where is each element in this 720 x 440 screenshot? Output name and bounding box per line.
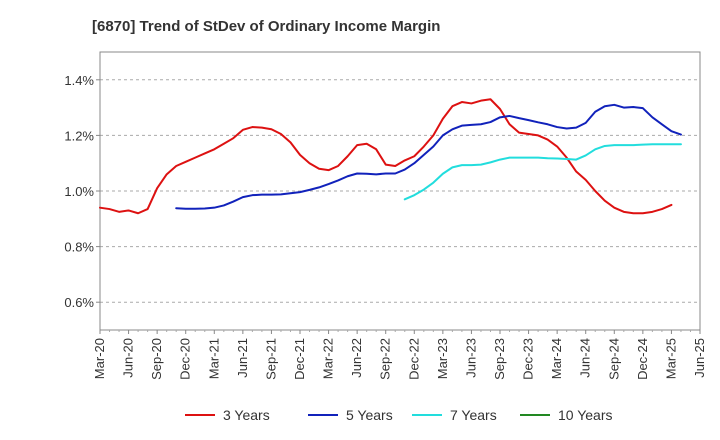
x-tick-label: Sep-20 <box>149 338 164 380</box>
legend-label-10-years: 10 Years <box>558 407 613 423</box>
x-tick-label: Dec-22 <box>406 338 421 380</box>
x-tick-label: Dec-20 <box>178 338 193 380</box>
series-line-3-years <box>99 98 673 215</box>
x-tick-label: Jun-24 <box>578 338 593 378</box>
x-tick-label: Mar-20 <box>92 338 107 379</box>
x-tick-label: Dec-24 <box>635 338 650 380</box>
y-tick-label: 0.8% <box>64 240 94 255</box>
series-line-5-years <box>175 103 682 210</box>
y-tick-label: 1.0% <box>64 184 94 199</box>
legend-label-3-years: 3 Years <box>223 407 270 423</box>
x-tick-label: Jun-21 <box>235 338 250 378</box>
x-tick-label: Sep-24 <box>606 338 621 380</box>
grid <box>100 79 700 303</box>
legend-label-5-years: 5 Years <box>346 407 393 423</box>
y-tick-label: 1.4% <box>64 73 94 88</box>
series-layer <box>99 98 682 215</box>
x-tick-label: Sep-23 <box>492 338 507 380</box>
x-tick-label: Sep-22 <box>378 338 393 380</box>
y-tick-label: 0.6% <box>64 295 94 310</box>
series-line-7-years <box>403 143 682 201</box>
x-tick-label: Mar-22 <box>321 338 336 379</box>
x-tick-label: Jun-23 <box>463 338 478 378</box>
x-tick-label: Mar-24 <box>549 338 564 379</box>
x-tick-label: Jun-25 <box>692 338 707 378</box>
x-tick-label: Jun-20 <box>121 338 136 378</box>
y-tick-label: 1.2% <box>64 128 94 143</box>
x-tick-label: Mar-23 <box>435 338 450 379</box>
x-tick-label: Sep-21 <box>263 338 278 380</box>
legend: 3 Years 5 Years 7 Years 10 Years <box>185 407 613 423</box>
legend-label-7-years: 7 Years <box>450 407 497 423</box>
chart-title: [6870] Trend of StDev of Ordinary Income… <box>92 18 440 35</box>
x-tick-label: Dec-23 <box>521 338 536 380</box>
y-axis: 0.6% 0.8% 1.0% 1.2% 1.4% <box>64 73 100 310</box>
x-axis: Mar-20 Jun-20 Sep-20 Dec-20 Mar-21 Jun-21 Sep-… <box>92 330 707 380</box>
x-tick-label: Jun-22 <box>349 338 364 378</box>
x-tick-label: Mar-25 <box>663 338 678 379</box>
x-tick-label: Dec-21 <box>292 338 307 380</box>
x-tick-label: Mar-21 <box>206 338 221 379</box>
